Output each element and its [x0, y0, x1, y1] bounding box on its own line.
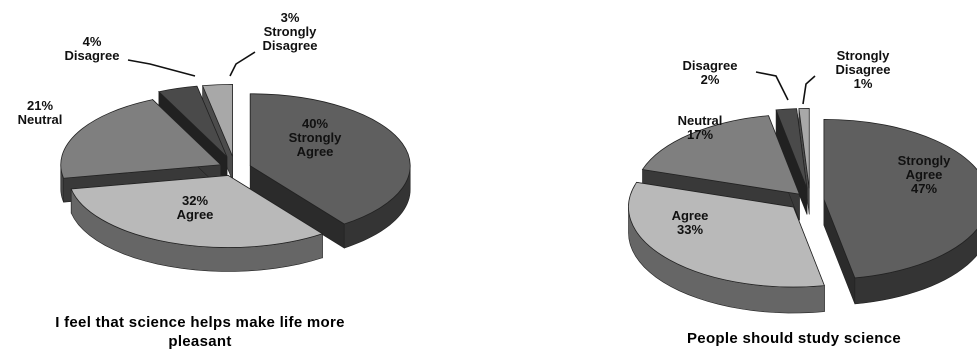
slice-label-disagree: 4% Disagree: [65, 34, 120, 63]
slice-label-neutral: Neutral 17%: [678, 113, 723, 142]
slice-label-strongly-agree: 40% Strongly Agree: [289, 116, 342, 159]
pie-slice-disagree: [775, 108, 808, 189]
pie-slice-disagree: [158, 85, 228, 158]
pie-slice-strongly-agree: [249, 93, 411, 225]
pie-slice-strongly-disagree: [798, 107, 810, 189]
leader-line-disagree: [127, 59, 196, 77]
slice-label-strongly-disagree: Strongly Disagree 1%: [836, 48, 891, 91]
slice-label-agree: Agree 33%: [672, 208, 709, 237]
slice-label-disagree: Disagree 2%: [683, 58, 738, 87]
pie-chart-2: Strongly Agree 47% Agree 33% Neutral 17% Disagr…: [628, 48, 977, 347]
slice-label-neutral: 21% Neutral: [18, 98, 63, 127]
slice-label-strongly-disagree: 3% Strongly Disagree: [263, 10, 318, 53]
pie-slice-agree: [628, 181, 825, 288]
chart-title: People should study science: [687, 330, 901, 347]
pie-slice-strongly-disagree: [201, 83, 233, 157]
pie-slice-agree: [70, 175, 324, 248]
slice-label-strongly-agree: Strongly Agree 47%: [898, 153, 951, 196]
pie-slice-neutral: [641, 115, 801, 195]
slice-label-agree: 32% Agree: [177, 193, 214, 222]
pie-chart-1: 40% Strongly Agree 32% Agree 21% Neutral 4% Disa…: [18, 10, 411, 350]
pie-slice-strongly-agree: [823, 118, 977, 279]
leader-line-disagree: [755, 71, 789, 101]
pie-slice-neutral: [60, 99, 222, 179]
leader-line-strongly-disagree: [802, 75, 816, 105]
chart-title: I feel that science helps make life more…: [55, 314, 345, 350]
leader-line-strongly-disagree: [229, 51, 256, 77]
